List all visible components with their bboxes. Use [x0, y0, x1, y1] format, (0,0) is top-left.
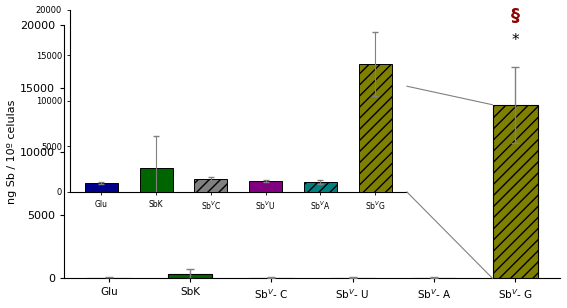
Bar [493, 105, 538, 278]
Bar [139, 168, 172, 192]
Bar [194, 179, 227, 192]
Text: *: * [511, 33, 519, 48]
Y-axis label: ng Sb / 10º celulas: ng Sb / 10º celulas [7, 99, 17, 204]
Bar [168, 274, 213, 278]
Bar [304, 182, 337, 192]
Bar [249, 181, 282, 192]
Text: §: § [511, 7, 519, 25]
Bar [359, 64, 392, 192]
Bar [85, 183, 118, 192]
